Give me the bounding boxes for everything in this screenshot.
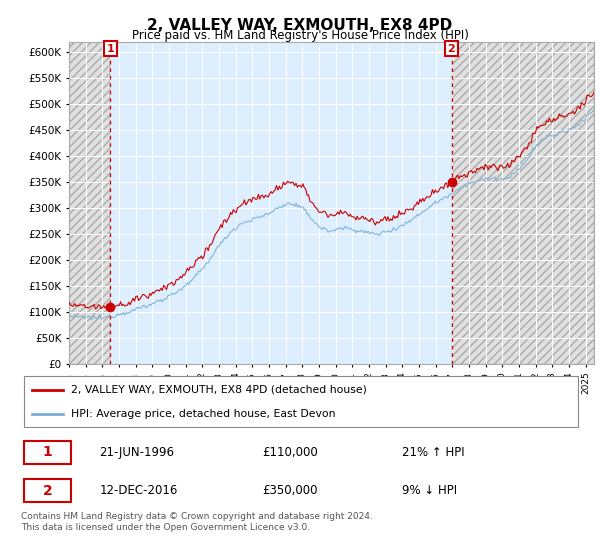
Text: 9% ↓ HPI: 9% ↓ HPI: [403, 484, 458, 497]
FancyBboxPatch shape: [24, 376, 578, 427]
Text: 2, VALLEY WAY, EXMOUTH, EX8 4PD: 2, VALLEY WAY, EXMOUTH, EX8 4PD: [148, 18, 452, 33]
Text: 1: 1: [43, 445, 52, 459]
Text: £350,000: £350,000: [262, 484, 318, 497]
Text: 2: 2: [448, 44, 455, 54]
Bar: [452, 42, 594, 364]
Text: 2, VALLEY WAY, EXMOUTH, EX8 4PD (detached house): 2, VALLEY WAY, EXMOUTH, EX8 4PD (detache…: [71, 385, 367, 395]
Text: 1: 1: [106, 44, 114, 54]
FancyBboxPatch shape: [24, 479, 71, 502]
Bar: [69, 42, 110, 364]
FancyBboxPatch shape: [24, 441, 71, 464]
Text: Contains HM Land Registry data © Crown copyright and database right 2024.
This d: Contains HM Land Registry data © Crown c…: [21, 512, 373, 532]
Text: 12-DEC-2016: 12-DEC-2016: [100, 484, 178, 497]
Text: Price paid vs. HM Land Registry's House Price Index (HPI): Price paid vs. HM Land Registry's House …: [131, 29, 469, 42]
Text: £110,000: £110,000: [262, 446, 318, 459]
Text: 21% ↑ HPI: 21% ↑ HPI: [403, 446, 465, 459]
Text: 2: 2: [43, 484, 52, 498]
Text: 21-JUN-1996: 21-JUN-1996: [100, 446, 175, 459]
Text: HPI: Average price, detached house, East Devon: HPI: Average price, detached house, East…: [71, 409, 336, 419]
